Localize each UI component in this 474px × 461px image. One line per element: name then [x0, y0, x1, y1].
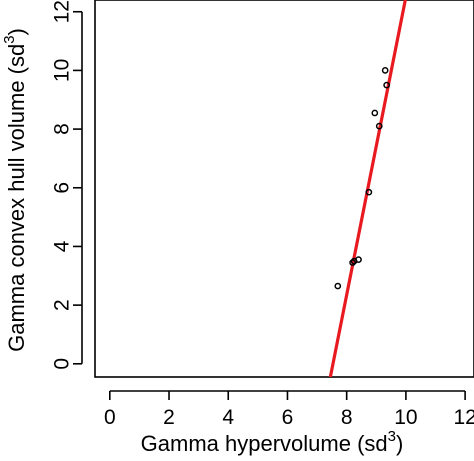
data-point [355, 256, 362, 263]
x-axis-title: Gamma hypervolume (sd3) [141, 428, 404, 456]
x-tick-label: 4 [222, 406, 234, 429]
y-tick-label: 12 [51, 0, 74, 23]
data-point [371, 109, 379, 117]
data-point [334, 282, 342, 290]
x-axis: 0 2 4 6 8 10 12 [104, 390, 474, 429]
y-tick-label: 6 [51, 182, 74, 194]
y-axis-title: Gamma convex hull volume (sd3) [1, 28, 29, 352]
x-tick-label: 10 [394, 406, 417, 429]
regression-line [328, 0, 407, 377]
y-axis: 0 2 4 6 8 10 12 [51, 0, 83, 370]
y-tick-label: 8 [51, 123, 74, 135]
data-point [349, 259, 356, 266]
y-tick-label: 10 [51, 59, 74, 82]
x-tick-label: 6 [282, 406, 294, 429]
data-point [375, 122, 383, 130]
y-tick-label: 2 [51, 299, 74, 311]
data-point [365, 188, 373, 196]
x-tick-label: 2 [163, 406, 175, 429]
plot-area [328, 0, 407, 377]
plot-frame [94, 0, 474, 378]
x-tick-label: 0 [104, 406, 116, 429]
data-point [383, 81, 391, 89]
x-tick-label: 8 [341, 406, 353, 429]
x-tick-label: 12 [453, 406, 474, 429]
data-point [381, 67, 389, 74]
y-tick-label: 4 [51, 240, 74, 252]
y-tick-label: 0 [51, 358, 74, 370]
